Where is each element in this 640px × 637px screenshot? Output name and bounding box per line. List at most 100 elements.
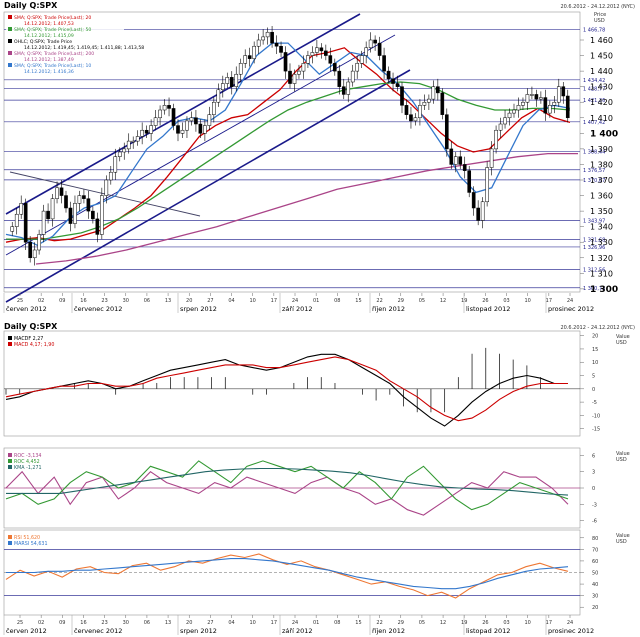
legend-entry: 14.12.2012; 1.387,49 (24, 57, 74, 63)
candle-body (274, 42, 279, 47)
candle-body (270, 31, 274, 44)
candle-body (95, 218, 100, 235)
level-label: 1 407,42 (583, 120, 605, 126)
candle-body (162, 105, 167, 111)
candle-body (247, 55, 252, 59)
rsi_panel-tick-label: 80 (592, 536, 598, 542)
rsi_panel-tick-label: 50 (592, 571, 598, 577)
level-label: 1 370,07 (583, 178, 605, 184)
price-tick-label: 1 380 (590, 160, 613, 169)
main-day-tick-label: 09 (59, 298, 65, 304)
candle-body (82, 195, 86, 199)
candle-body (220, 83, 225, 91)
bottom-month-label: říjen 2012 (372, 627, 405, 635)
main-day-tick-label: 10 (525, 298, 531, 304)
bottom-day-tick-label: 30 (123, 620, 129, 626)
candle-body (315, 47, 319, 53)
ma-line-sma-50 (6, 81, 571, 240)
rsi_panel-tick-label: 30 (592, 594, 598, 600)
legend-entry: OHLC; Q:SPX; Trade Price (14, 39, 72, 45)
macd-axis-unit: USD (616, 340, 627, 346)
main-day-tick-label: 05 (419, 298, 425, 304)
candle-body (382, 55, 386, 72)
price-tick-label: 1 410 (590, 114, 613, 123)
macd_panel-tick-label: -10 (592, 413, 600, 419)
rsi_panel-legend-swatch (8, 535, 12, 539)
macd_panel-tick-label: 0 (592, 387, 595, 393)
macd_panel-legend-swatch (8, 336, 12, 340)
candle-body (135, 136, 140, 142)
legend-swatch (8, 51, 12, 55)
candle-body (364, 47, 368, 56)
bottom-day-tick-label: 05 (419, 620, 425, 626)
bottom-month-label: listopad 2012 (466, 627, 510, 635)
legend-entry: 14.12.2012; 1.419,45; 1.419,45; 1.411,88… (24, 45, 144, 51)
legend-swatch (8, 15, 12, 19)
candle-body (207, 114, 212, 126)
macd_panel-legend-entry: MACDF 2,27 (14, 336, 43, 342)
candle-body (324, 50, 328, 56)
candle-body (261, 36, 265, 41)
candle-body (395, 83, 400, 87)
bottom-day-tick-label: 09 (59, 620, 65, 626)
candle-body (86, 198, 91, 212)
main-day-tick-label: 26 (482, 298, 488, 304)
candle-body (50, 198, 55, 220)
candle-body (489, 148, 494, 168)
macd_panel-legend-swatch (8, 342, 12, 346)
candle-body (216, 89, 221, 103)
bottom-day-tick-label: 01 (313, 620, 319, 626)
main-day-tick-label: 27 (207, 298, 213, 304)
roc_panel-tick-label: -6 (592, 519, 597, 525)
legend-swatch (8, 27, 12, 31)
level-label: 1 388,44 (583, 149, 605, 155)
price-tick-label: 1 390 (590, 145, 613, 154)
candle-body (337, 70, 342, 87)
bottom-day-tick-label: 02 (38, 620, 44, 626)
level-label: 1 326,96 (583, 245, 605, 251)
candle-body (409, 114, 413, 122)
price-tick-label: 1 340 (590, 223, 613, 232)
candle-body (194, 117, 198, 125)
bottom-day-tick-label: 25 (17, 620, 23, 626)
bottom-day-tick-label: 22 (376, 620, 382, 626)
level-label: 1 331,68 (583, 238, 605, 244)
level-label: 1 312,56 (583, 267, 605, 273)
main-month-label: říjen 2012 (372, 305, 405, 313)
candle-body (565, 95, 570, 119)
roc_panel-legend-entry: ROC 4,452 (14, 459, 40, 465)
main-day-tick-label: 04 (228, 298, 234, 304)
macd_panel-tick-label: 20 (592, 334, 598, 340)
macd_panel-series-line (5, 356, 568, 422)
price-tick-label: 1 400 (590, 129, 618, 139)
candle-body (283, 52, 288, 72)
candle-body (436, 86, 440, 94)
candle-body (10, 226, 15, 232)
candle-body (234, 73, 239, 87)
main-month-label: listopad 2012 (466, 305, 510, 313)
price-tick-label: 1 360 (590, 192, 613, 201)
candle-body (198, 123, 203, 134)
bottom-day-tick-label: 26 (482, 620, 488, 626)
main-day-tick-label: 30 (123, 298, 129, 304)
candle-body (301, 63, 306, 72)
candle-body (480, 201, 485, 221)
main-day-tick-label: 15 (355, 298, 361, 304)
price-tick-label: 1 310 (590, 269, 613, 278)
candle-body (23, 203, 28, 243)
candle-body (377, 42, 382, 56)
channel-lower-line (5, 69, 411, 303)
main-day-tick-label: 01 (313, 298, 319, 304)
panel-title: Daily Q:SPX (4, 1, 58, 10)
candle-body (28, 241, 32, 259)
candle-body (440, 92, 445, 115)
candle-body (413, 117, 418, 122)
candle-body (288, 70, 292, 84)
candle-body (503, 117, 507, 125)
candle-body (229, 77, 234, 87)
candle-body (252, 45, 256, 59)
roc_panel-legend-swatch (8, 459, 12, 463)
legend-entry: 14.12.2012; 1.407,53 (24, 21, 74, 27)
candle-body (453, 156, 458, 165)
